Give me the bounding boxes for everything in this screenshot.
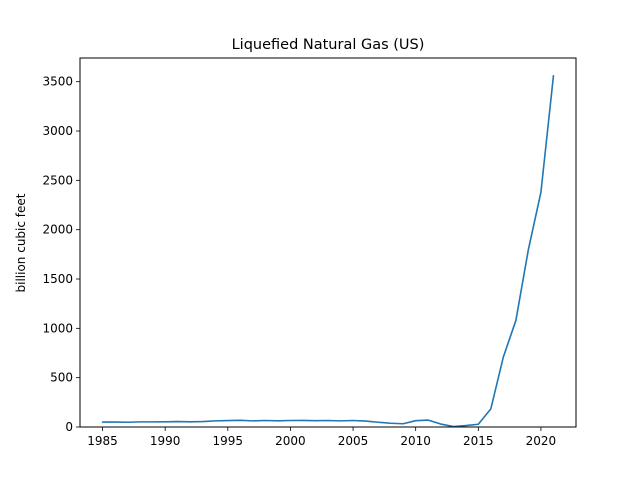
data-point-2019 bbox=[528, 249, 530, 251]
data-point-1994 bbox=[214, 420, 216, 422]
x-tick-label-1990: 1990 bbox=[150, 434, 181, 448]
data-point-2000 bbox=[290, 420, 292, 422]
data-point-2002 bbox=[315, 420, 317, 422]
data-point-1995 bbox=[227, 420, 229, 422]
axis-ticks: 1985 1990 1995 2000 2005 2010 2015 2020 0 500 1000… bbox=[42, 75, 556, 448]
x-tick-label-2000: 2000 bbox=[275, 434, 306, 448]
data-point-1986 bbox=[114, 421, 116, 423]
data-point-1991 bbox=[177, 421, 179, 423]
data-point-2018 bbox=[515, 320, 517, 322]
y-tick-label-3500: 3500 bbox=[42, 75, 73, 89]
y-tick-label-2500: 2500 bbox=[42, 173, 73, 187]
data-point-2012 bbox=[440, 423, 442, 425]
y-tick-label-1500: 1500 bbox=[42, 272, 73, 286]
data-point-1993 bbox=[202, 421, 204, 423]
data-point-2016 bbox=[490, 408, 492, 410]
data-point-1987 bbox=[127, 421, 129, 423]
series-layer bbox=[101, 74, 555, 428]
data-point-1997 bbox=[252, 420, 254, 422]
data-point-2021 bbox=[553, 75, 555, 77]
y-tick-label-500: 500 bbox=[50, 371, 73, 385]
data-point-2005 bbox=[352, 420, 354, 422]
data-point-2007 bbox=[377, 421, 379, 423]
data-point-1990 bbox=[164, 421, 166, 423]
data-point-2010 bbox=[415, 420, 417, 422]
data-point-1999 bbox=[277, 420, 279, 422]
x-tick-label-1995: 1995 bbox=[213, 434, 244, 448]
data-point-2015 bbox=[478, 423, 480, 425]
chart-title: Liquefied Natural Gas (US) bbox=[232, 37, 425, 53]
data-point-2006 bbox=[365, 420, 367, 422]
data-point-1996 bbox=[240, 419, 242, 421]
y-tick-label-1000: 1000 bbox=[42, 321, 73, 335]
data-point-2001 bbox=[302, 420, 304, 422]
data-point-2017 bbox=[503, 356, 505, 358]
data-point-2008 bbox=[390, 422, 392, 424]
x-tick-label-2010: 2010 bbox=[400, 434, 431, 448]
data-point-1988 bbox=[139, 421, 141, 423]
data-point-1989 bbox=[152, 421, 154, 423]
data-point-1998 bbox=[265, 420, 267, 422]
y-tick-label-0: 0 bbox=[65, 420, 73, 434]
data-point-1992 bbox=[189, 421, 191, 423]
data-point-2014 bbox=[465, 425, 467, 427]
data-point-2009 bbox=[402, 423, 404, 425]
y-tick-label-2000: 2000 bbox=[42, 223, 73, 237]
data-point-2020 bbox=[540, 191, 542, 193]
plot-frame bbox=[79, 57, 577, 428]
x-tick-label-1985: 1985 bbox=[87, 434, 118, 448]
data-point-2011 bbox=[427, 419, 429, 421]
data-point-2004 bbox=[340, 420, 342, 422]
data-point-2003 bbox=[327, 420, 329, 422]
y-axis-label: billion cubic feet bbox=[14, 193, 28, 292]
x-tick-label-2005: 2005 bbox=[338, 434, 369, 448]
y-tick-label-3000: 3000 bbox=[42, 124, 73, 138]
x-tick-label-2015: 2015 bbox=[463, 434, 494, 448]
series-line-0 bbox=[101, 74, 555, 428]
x-tick-label-2020: 2020 bbox=[526, 434, 557, 448]
data-point-1985 bbox=[102, 421, 104, 423]
